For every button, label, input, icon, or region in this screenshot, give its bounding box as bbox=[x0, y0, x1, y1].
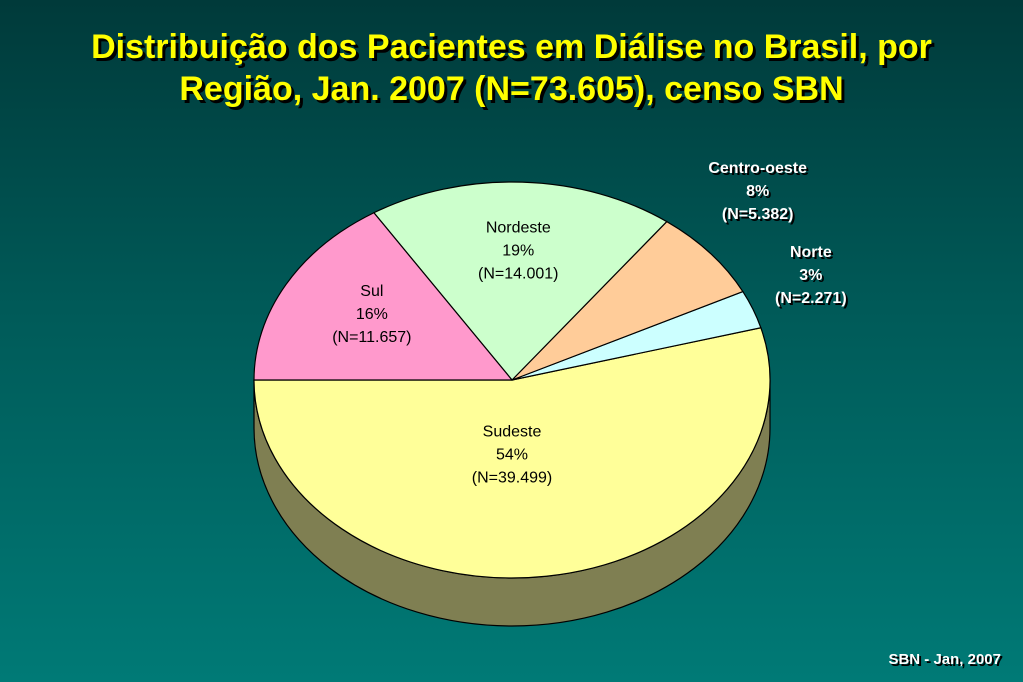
pie-slice-nordeste bbox=[372, 181, 668, 381]
pie-label-percent: 54% bbox=[496, 446, 528, 463]
pie-label-nordeste: Nordeste 19% (N=14.001) bbox=[478, 219, 559, 282]
pie-slice-sul bbox=[253, 212, 514, 381]
pie-label-sudeste: Sudeste 54% (N=39.499) bbox=[472, 423, 553, 486]
chart-title-line-1: Distribuição dos Pacientes em Diálise no… bbox=[91, 28, 932, 66]
pie-label-sul: Sul 16% (N=11.657) bbox=[332, 283, 411, 346]
pie-label-percent: 3% bbox=[799, 267, 822, 284]
chart-title: Distribuição dos Pacientes em Diálise no… bbox=[0, 26, 1023, 110]
pie-label-count: (N=39.499) bbox=[472, 469, 553, 486]
source-footer: SBN - Jan, 2007 bbox=[888, 651, 1001, 668]
pie-label-name: Norte bbox=[790, 244, 832, 261]
pie-label-name: Centro-oeste bbox=[708, 160, 807, 177]
pie-label-name: Sudeste bbox=[483, 423, 542, 440]
pie-label-count: (N=14.001) bbox=[478, 265, 559, 282]
pie-label-centro-oeste: Centro-oesteCentro-oeste8%8%(N=5.382)(N=… bbox=[708, 160, 809, 225]
pie-label-shadow: Centro-oeste bbox=[710, 162, 809, 179]
pie-label-count: (N=5.382) bbox=[722, 206, 794, 223]
pie-label-percent: 16% bbox=[356, 306, 388, 323]
pie-label-count: (N=11.657) bbox=[332, 329, 411, 346]
pie-label-count: (N=2.271) bbox=[775, 290, 847, 307]
pie-slice-centro-oeste bbox=[511, 220, 744, 381]
pie-slice-sudeste bbox=[253, 327, 771, 579]
pie-label-shadow: (N=2.271) bbox=[777, 292, 849, 309]
pie-label-shadow: 3% bbox=[801, 269, 824, 286]
pie-label-shadow: (N=5.382) bbox=[724, 208, 796, 225]
pie-label-shadow: Norte bbox=[792, 246, 834, 263]
pie-label-percent: 19% bbox=[502, 242, 534, 259]
pie-label-name: Sul bbox=[360, 283, 383, 300]
chart-title-line-2: Região, Jan. 2007 (N=73.605), censo SBN bbox=[179, 70, 844, 108]
pie-label-percent: 8% bbox=[746, 183, 769, 200]
pie-label-shadow: 8% bbox=[748, 185, 771, 202]
pie-label-name: Nordeste bbox=[486, 219, 551, 236]
